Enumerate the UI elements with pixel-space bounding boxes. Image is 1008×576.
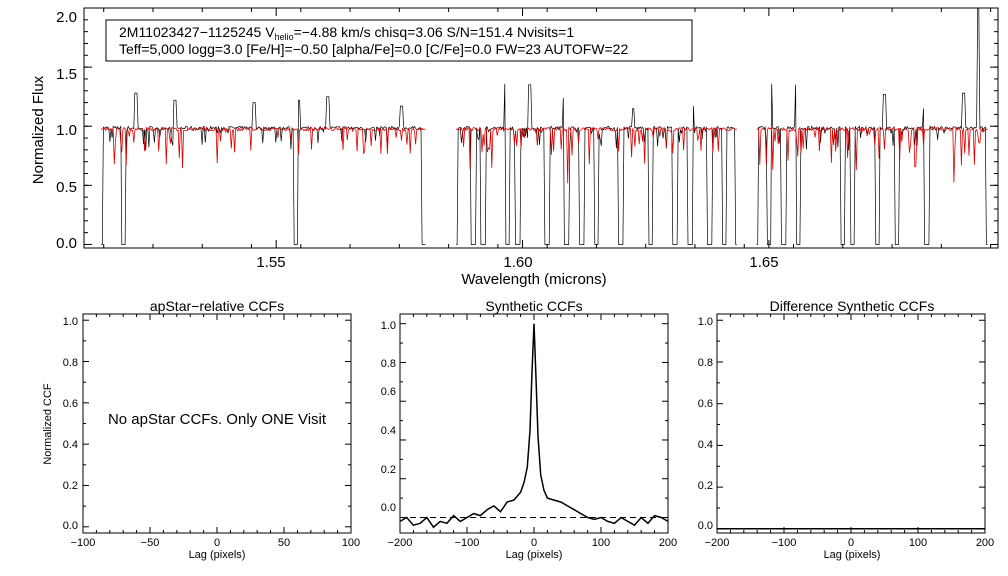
observed-spectrum-line (456, 83, 737, 245)
info-box-line-2: Teff=5,000 logg=3.0 [Fe/H]=−0.50 [alpha/… (119, 41, 628, 57)
difference-ccf-title: Difference Synthetic CCFs (770, 298, 935, 314)
apstar-ccf-x-tick-label: 0 (214, 537, 220, 549)
apstar-ccf-y-tick-label: 0.4 (63, 439, 78, 451)
synthetic-ccf-axis-ticks (399, 314, 669, 533)
synthetic-ccf-y-tick-label: 0.0 (381, 502, 396, 514)
difference-ccf-x-axis-label: Lag (pixels) (824, 549, 881, 561)
synthetic-spectrum-line (456, 126, 737, 184)
spectrum-y-tick-label: 0.5 (56, 179, 77, 196)
observed-spectrum-line (101, 92, 426, 245)
synthetic-ccf-x-tick-label: 200 (659, 537, 677, 549)
apstar-ccf-x-tick-label: 50 (278, 537, 290, 549)
spectrum-y-tick-label: 0.0 (56, 235, 77, 252)
spectrum-y-tick-label: 2.0 (56, 9, 77, 26)
synthetic-ccf-y-tick-label: 0.2 (381, 464, 396, 476)
spectrum-marks (101, 7, 988, 245)
synthetic-ccf-line (399, 323, 669, 529)
apstar-ccf-y-tick-label: 0.2 (63, 480, 78, 492)
apstar-ccf-no-data-message: No apStar CCFs. Only ONE Visit (108, 411, 327, 428)
synthetic-ccf-y-tick-label: 0.8 (381, 358, 396, 370)
difference-ccf-x-tick-label: −100 (772, 537, 797, 549)
spectrum-y-tick-label: 1.5 (56, 66, 77, 83)
difference-ccf-axis-ticks (716, 314, 986, 533)
difference-ccf-panel: Difference Synthetic CCFs 0.0 0.2 0.4 0.… (698, 298, 994, 561)
spectrum-plot-frame (83, 7, 999, 249)
synthetic-spectrum-line (101, 126, 426, 169)
apstar-ccf-x-tick-label: −50 (141, 537, 160, 549)
info-box-line-1: 2M11023427−1125245 Vhelio=−4.88 km/s chi… (119, 24, 574, 42)
difference-ccf-y-tick-label: 0.8 (698, 357, 713, 369)
difference-ccf-y-tick-label: 0.6 (698, 398, 713, 410)
apstar-ccf-y-tick-label: 0.0 (63, 520, 78, 532)
apstar-ccf-title: apStar−relative CCFs (150, 298, 284, 314)
synthetic-ccf-panel: Synthetic CCFs 0.0 0.2 0.4 0.6 0.8 1.0 −… (381, 298, 677, 561)
spectrum-x-tick-label: 1.65 (749, 254, 778, 271)
synthetic-ccf-x-tick-label: 0 (531, 537, 537, 549)
synthetic-ccf-title: Synthetic CCFs (485, 298, 582, 314)
spectrum-x-tick-label: 1.60 (503, 254, 532, 271)
spectrum-panel: 0.0 0.5 1.0 1.5 2.0 1.55 1.60 1.65 Wavel… (30, 7, 999, 288)
apstar-ccf-y-tick-label: 0.8 (63, 357, 78, 369)
synthetic-spectrum-line (756, 126, 988, 183)
apstar-ccf-panel: apStar−relative CCFs 0.0 0.2 0.4 0.6 0.8… (42, 298, 360, 561)
synthetic-ccf-y-tick-label: 0.6 (381, 386, 396, 398)
synthetic-ccf-x-tick-label: 100 (592, 537, 610, 549)
difference-ccf-plot-frame (716, 313, 986, 534)
synthetic-ccf-x-axis-label: Lag (pixels) (506, 549, 563, 561)
spectrum-y-axis-label: Normalized Flux (30, 75, 47, 184)
synthetic-ccf-x-tick-label: −200 (388, 537, 413, 549)
spectrum-axis-ticks (84, 7, 998, 248)
difference-ccf-x-tick-label: 200 (976, 537, 994, 549)
apstar-ccf-x-axis-label: Lag (pixels) (189, 549, 246, 561)
apstar-ccf-axis-ticks (82, 314, 352, 533)
difference-ccf-y-tick-label: 0.2 (698, 480, 713, 492)
spectrum-y-tick-label: 1.0 (56, 122, 77, 139)
apstar-ccf-y-axis-label: Normalized CCF (42, 383, 54, 465)
apstar-ccf-x-tick-label: 100 (342, 537, 360, 549)
synthetic-ccf-marks (399, 323, 669, 529)
difference-ccf-y-tick-label: 0.4 (698, 439, 713, 451)
synthetic-ccf-y-tick-label: 0.4 (381, 425, 396, 437)
spectrum-info-box: 2M11023427−1125245 Vhelio=−4.88 km/s chi… (105, 19, 693, 62)
synthetic-ccf-y-tick-label: 1.0 (381, 320, 396, 332)
difference-ccf-x-tick-label: 100 (909, 537, 927, 549)
observed-spectrum-line (756, 7, 988, 245)
synthetic-ccf-plot-frame (399, 313, 669, 534)
synthetic-ccf-x-tick-label: −100 (455, 537, 480, 549)
apstar-ccf-y-tick-label: 1.0 (63, 316, 78, 328)
info-box-frame (105, 19, 693, 62)
apstar-ccf-y-tick-label: 0.6 (63, 398, 78, 410)
difference-ccf-y-tick-label: 0.0 (698, 520, 713, 532)
spectrum-x-axis-label: Wavelength (microns) (461, 271, 606, 288)
difference-ccf-x-tick-label: −200 (705, 537, 730, 549)
difference-ccf-x-tick-label: 0 (848, 537, 854, 549)
spectrum-x-tick-label: 1.55 (256, 254, 285, 271)
apstar-ccf-x-tick-label: −100 (71, 537, 96, 549)
difference-ccf-y-tick-label: 1.0 (698, 316, 713, 328)
